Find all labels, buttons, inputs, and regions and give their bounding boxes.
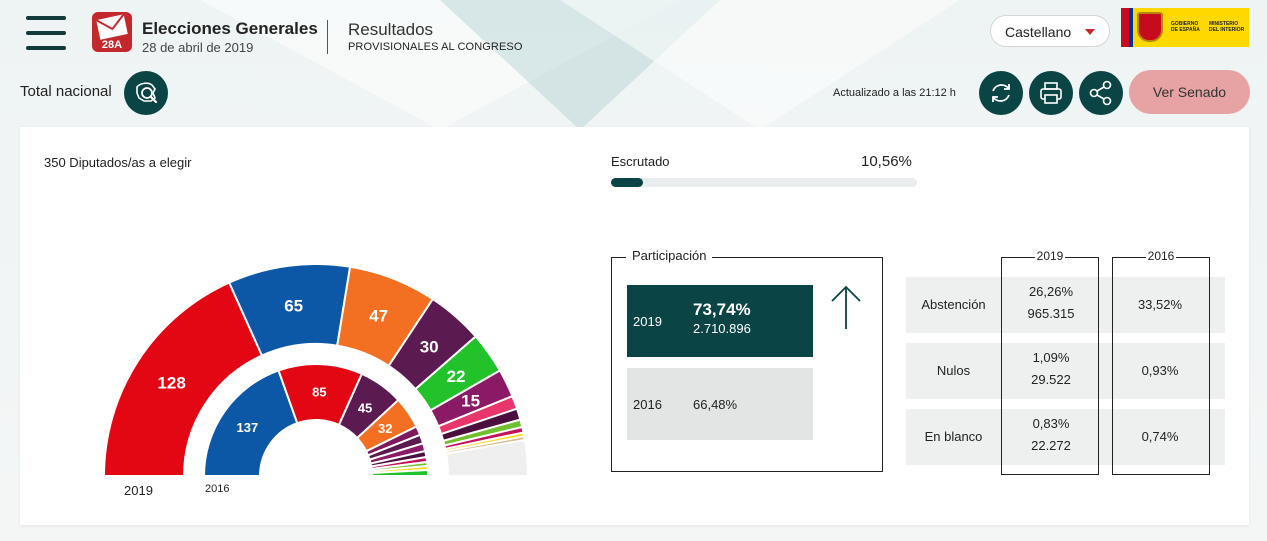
scope-label: Total nacional bbox=[20, 83, 112, 100]
stats-2016-pct: 33,52% bbox=[1137, 297, 1183, 312]
seats-hemicycle-chart: 128 65 47 30 22 15 137 85 45 32 bbox=[104, 265, 528, 477]
stats-column-2016-label: 2016 bbox=[1145, 249, 1177, 263]
participation-2016-pct: 66,48% bbox=[693, 397, 738, 412]
print-button[interactable] bbox=[1029, 71, 1073, 115]
stats-column-2016: 2016 bbox=[1112, 249, 1210, 475]
language-value: Castellano bbox=[1005, 24, 1072, 40]
stats-2019: 0,83% 22.272 bbox=[1003, 413, 1099, 457]
stats-column-2019: 2019 bbox=[1001, 249, 1099, 475]
share-button[interactable] bbox=[1079, 71, 1123, 115]
scrutiny-value: 10,56% bbox=[861, 153, 912, 170]
outer-ring-segment[interactable] bbox=[104, 281, 264, 477]
stats-row-blank: En blanco 0,83% 22.272 0,74% bbox=[906, 409, 1225, 465]
hamburger-menu-icon[interactable] bbox=[26, 16, 66, 54]
language-select[interactable]: Castellano bbox=[990, 15, 1110, 47]
scrutiny-progress-fill bbox=[611, 178, 644, 187]
participation-2019-votes: 2.710.896 bbox=[693, 321, 751, 336]
inner-ring-seat-label: 85 bbox=[312, 385, 326, 400]
inner-ring-year: 2016 bbox=[205, 483, 230, 495]
stats-2019-pct: 1,09% bbox=[1032, 350, 1070, 365]
inner-ring-segment[interactable] bbox=[370, 468, 430, 477]
map-search-button[interactable] bbox=[124, 71, 168, 115]
stats-2019-num: 965.315 bbox=[1027, 306, 1075, 321]
results-subtitle: PROVISIONALES AL CONGRESO bbox=[348, 41, 523, 53]
logo-badge-text: 28A bbox=[102, 39, 122, 51]
outer-ring-seat-label: 30 bbox=[420, 337, 439, 356]
stats-2019-num: 29.522 bbox=[1031, 372, 1071, 387]
inner-ring-seat-label: 137 bbox=[237, 420, 259, 435]
refresh-button[interactable] bbox=[979, 71, 1023, 115]
participation-panel: Participación 2019 73,74% 2.710.896 2016… bbox=[611, 248, 883, 472]
elections-logo[interactable]: 28A bbox=[90, 9, 134, 53]
outer-ring-seat-label: 15 bbox=[461, 392, 480, 411]
participation-2019-pct: 73,74% bbox=[693, 300, 751, 319]
stats-2016-pct: 0,74% bbox=[1141, 429, 1179, 444]
scrutiny-label: Escrutado bbox=[611, 154, 670, 169]
outer-ring-segment[interactable] bbox=[444, 438, 528, 477]
inner-ring-seat-label: 32 bbox=[378, 421, 392, 436]
printer-icon bbox=[1040, 82, 1062, 104]
gov-logo-text-right: MINISTERIO DEL INTERIOR bbox=[1209, 21, 1245, 33]
outer-ring-year: 2019 bbox=[124, 483, 153, 498]
results-block: Resultados PROVISIONALES AL CONGRESO bbox=[348, 20, 522, 53]
participation-title: Participación bbox=[626, 248, 713, 263]
scrutiny-progress-bar bbox=[611, 178, 917, 187]
stats-column-2019-label: 2019 bbox=[1034, 249, 1066, 263]
outer-ring-seat-label: 128 bbox=[157, 373, 185, 392]
stats-label: En blanco bbox=[924, 429, 983, 444]
app-title: Elecciones Generales bbox=[142, 19, 318, 38]
stats-label: Abstención bbox=[921, 297, 986, 312]
stats-2019: 1,09% 29.522 bbox=[1003, 347, 1099, 391]
stats-2019-pct: 26,26% bbox=[1028, 284, 1074, 299]
stats-label: Nulos bbox=[936, 363, 971, 378]
view-senate-button[interactable]: Ver Senado bbox=[1129, 70, 1250, 114]
outer-ring-seat-label: 65 bbox=[284, 296, 303, 315]
stats-2019: 26,26% 965.315 bbox=[1003, 281, 1099, 325]
seats-label: 350 Diputados/as a elegir bbox=[44, 155, 192, 170]
participation-2019-year: 2019 bbox=[633, 314, 662, 329]
coat-of-arms-icon bbox=[1137, 12, 1163, 42]
participation-2016-year: 2016 bbox=[633, 397, 662, 412]
refresh-icon bbox=[992, 84, 1010, 102]
map-search-icon bbox=[136, 82, 158, 104]
results-card: 350 Diputados/as a elegir 128 65 47 30 22 15 1… bbox=[20, 127, 1249, 525]
government-logo: GOBIERNO DE ESPAÑA MINISTERIO DEL INTERI… bbox=[1121, 8, 1249, 47]
updated-time: Actualizado a las 21:12 h bbox=[833, 87, 956, 99]
election-date: 28 de abril de 2019 bbox=[142, 40, 254, 55]
title-block: Elecciones Generales 28 de abril de 2019 bbox=[142, 19, 318, 55]
outer-ring-seat-label: 47 bbox=[369, 307, 388, 326]
outer-ring-seat-label: 22 bbox=[447, 367, 466, 386]
arrow-up-icon bbox=[831, 285, 861, 329]
chevron-down-icon bbox=[1085, 29, 1095, 35]
participation-2016: 2016 66,48% bbox=[627, 368, 813, 440]
participation-2019: 2019 73,74% 2.710.896 bbox=[627, 285, 813, 357]
stats-2016-pct: 0,93% bbox=[1141, 363, 1179, 378]
share-icon bbox=[1089, 80, 1112, 106]
stats-row-null: Nulos 1,09% 29.522 0,93% bbox=[906, 343, 1225, 399]
header-divider bbox=[327, 20, 328, 54]
stats-2019-num: 22.272 bbox=[1031, 438, 1071, 453]
results-title: Resultados bbox=[348, 20, 434, 39]
stats-row-abstention: Abstención 26,26% 965.315 33,52% bbox=[906, 277, 1225, 333]
background-shape bbox=[560, 0, 960, 130]
inner-ring-seat-label: 45 bbox=[358, 400, 372, 415]
stats-2019-pct: 0,83% bbox=[1032, 416, 1070, 431]
gov-logo-text-left: GOBIERNO DE ESPAÑA bbox=[1171, 21, 1200, 33]
